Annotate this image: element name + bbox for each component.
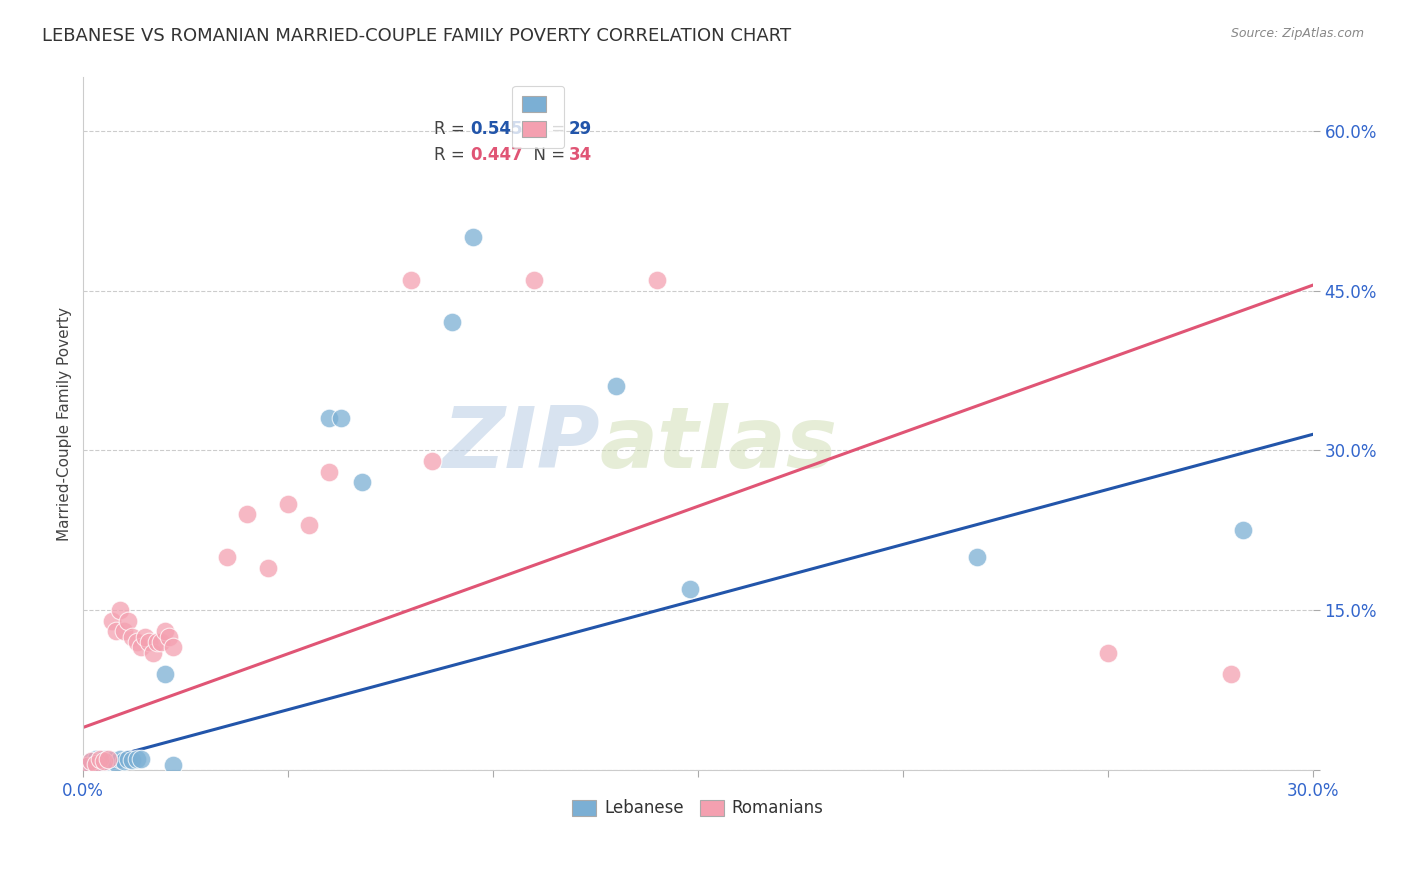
Point <box>1219 667 1241 681</box>
Text: 34: 34 <box>569 146 592 164</box>
Point <box>298 517 321 532</box>
Text: Source: ZipAtlas.com: Source: ZipAtlas.com <box>1230 27 1364 40</box>
Point <box>89 752 111 766</box>
Point <box>1097 646 1119 660</box>
Point <box>121 753 143 767</box>
Point <box>112 755 135 769</box>
Point <box>256 560 278 574</box>
Point <box>93 752 115 766</box>
Text: ZIP: ZIP <box>441 403 599 486</box>
Point <box>129 752 152 766</box>
Point <box>146 635 169 649</box>
Point <box>76 758 98 772</box>
Point <box>105 624 128 639</box>
Point <box>155 624 177 639</box>
Point <box>93 756 115 770</box>
Point <box>420 454 443 468</box>
Y-axis label: Married-Couple Family Poverty: Married-Couple Family Poverty <box>58 307 72 541</box>
Text: 0.447: 0.447 <box>471 146 523 164</box>
Point <box>318 465 340 479</box>
Point <box>162 640 184 655</box>
Point <box>101 753 124 767</box>
Point <box>97 752 120 766</box>
Point <box>108 603 131 617</box>
Text: R =: R = <box>433 146 470 164</box>
Point <box>142 646 165 660</box>
Point <box>101 614 124 628</box>
Text: atlas: atlas <box>599 403 838 486</box>
Point <box>155 667 177 681</box>
Point <box>84 757 107 772</box>
Point <box>89 753 111 767</box>
Text: 0.545: 0.545 <box>471 120 523 138</box>
Point <box>215 549 238 564</box>
Point <box>84 756 107 771</box>
Point <box>80 755 103 769</box>
Point <box>162 757 184 772</box>
Point <box>129 640 152 655</box>
Point <box>138 635 160 649</box>
Point <box>93 755 115 769</box>
Point <box>441 316 464 330</box>
Point <box>605 379 627 393</box>
Point <box>330 411 353 425</box>
Text: 29: 29 <box>569 120 592 138</box>
Point <box>112 624 135 639</box>
Point <box>97 755 120 769</box>
Point <box>461 230 484 244</box>
Point <box>80 755 103 769</box>
Legend: Lebanese, Romanians: Lebanese, Romanians <box>565 793 831 824</box>
Point <box>645 273 668 287</box>
Point <box>966 549 988 564</box>
Point <box>89 756 111 771</box>
Point <box>350 475 373 490</box>
Text: N =: N = <box>523 146 571 164</box>
Point <box>523 273 546 287</box>
Point <box>76 758 98 772</box>
Point <box>125 635 148 649</box>
Text: N =: N = <box>523 120 571 138</box>
Text: LEBANESE VS ROMANIAN MARRIED-COUPLE FAMILY POVERTY CORRELATION CHART: LEBANESE VS ROMANIAN MARRIED-COUPLE FAMI… <box>42 27 792 45</box>
Point <box>80 756 103 771</box>
Point <box>108 752 131 766</box>
Point <box>121 630 143 644</box>
Text: R =: R = <box>433 120 470 138</box>
Point <box>150 635 173 649</box>
Point <box>157 630 180 644</box>
Point <box>679 582 702 596</box>
Point <box>105 756 128 770</box>
Point <box>117 614 139 628</box>
Point <box>236 508 259 522</box>
Point <box>277 497 299 511</box>
Point <box>125 752 148 766</box>
Point <box>1232 523 1254 537</box>
Point <box>117 752 139 766</box>
Point <box>399 273 422 287</box>
Point <box>318 411 340 425</box>
Point <box>134 630 156 644</box>
Point <box>84 752 107 766</box>
